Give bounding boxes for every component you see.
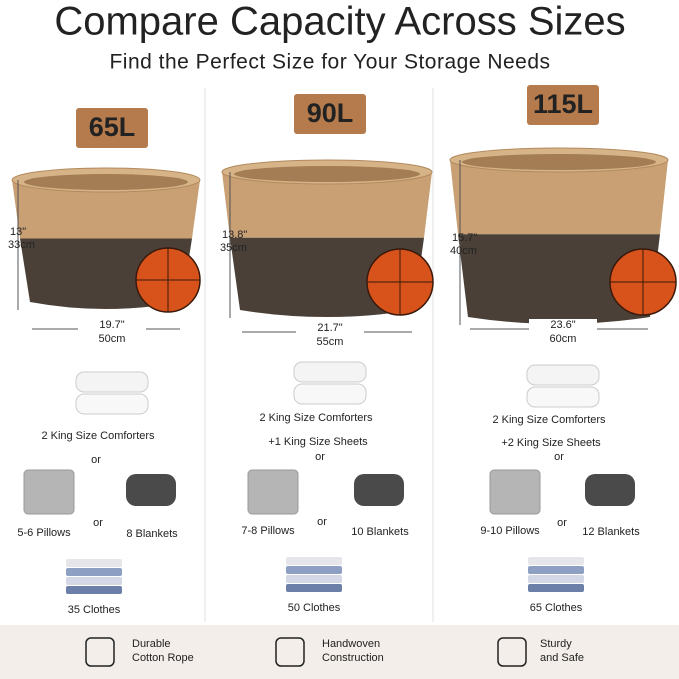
- basket-top: [450, 160, 668, 235]
- or-label: or: [317, 516, 327, 528]
- clothes-icon: [528, 566, 584, 574]
- clothes-icon: [286, 566, 342, 574]
- height-cm: 40cm: [450, 245, 477, 257]
- width-gap: [296, 322, 364, 348]
- blanket-icon: [585, 474, 635, 506]
- comforter-icon: [526, 364, 600, 386]
- size-badge: [294, 94, 366, 134]
- clothes-icon: [286, 575, 342, 583]
- basket-top: [12, 180, 200, 239]
- width-inch: 23.6": [550, 319, 575, 331]
- comforters-label: 2 King Size Comforters: [41, 430, 155, 442]
- width-cm: 50cm: [99, 333, 126, 345]
- feature-icon: [85, 637, 115, 667]
- clothes-icon: [528, 584, 584, 592]
- clothes-icon: [66, 559, 122, 567]
- or-label: or: [91, 454, 101, 466]
- comforters-label: 2 King Size Comforters: [259, 412, 373, 424]
- blankets-label: 12 Blankets: [582, 526, 640, 538]
- width-cm: 55cm: [317, 336, 344, 348]
- size-label: 90L: [307, 98, 354, 128]
- comforter-icon: [75, 371, 149, 393]
- ball-seam: [136, 248, 200, 312]
- basket-top: [222, 172, 432, 238]
- sheets-label: +2 King Size Sheets: [501, 437, 601, 449]
- feature-text: and Safe: [540, 652, 584, 664]
- clothes-label: 65 Clothes: [530, 602, 583, 614]
- height-inch: 13": [10, 226, 26, 238]
- comforter-icon: [526, 386, 600, 408]
- subtitle: Find the Perfect Size for Your Storage N…: [109, 51, 550, 74]
- feature-icon: [275, 637, 305, 667]
- clothes-label: 50 Clothes: [288, 602, 341, 614]
- feature-icon: [497, 637, 527, 667]
- blankets-label: 10 Blankets: [351, 526, 409, 538]
- clothes-icon: [66, 577, 122, 585]
- height-inch: 13.8": [222, 229, 247, 241]
- ball-seam: [367, 249, 433, 315]
- basket-inner: [24, 174, 188, 190]
- size-label: 115L: [533, 89, 593, 119]
- basket-inner: [234, 166, 420, 182]
- comforter-icon: [75, 393, 149, 415]
- height-cm: 33cm: [8, 239, 35, 251]
- or-label: or: [315, 451, 325, 463]
- clothes-icon: [66, 586, 122, 594]
- width-gap: [529, 319, 597, 345]
- pillow-icon: [489, 469, 541, 515]
- or-label: or: [93, 517, 103, 529]
- comforters-label: 2 King Size Comforters: [492, 414, 606, 426]
- ball-seam: [610, 249, 676, 315]
- width-cm: 60cm: [550, 333, 577, 345]
- height-cm: 35cm: [220, 242, 247, 254]
- feature-text: Construction: [322, 652, 384, 664]
- width-gap: [78, 319, 146, 345]
- basket-inner: [462, 154, 656, 170]
- clothes-icon: [286, 584, 342, 592]
- clothes-icon: [66, 568, 122, 576]
- pillows-label: 5-6 Pillows: [17, 527, 71, 539]
- pillow-icon: [23, 469, 75, 515]
- width-inch: 21.7": [317, 322, 342, 334]
- clothes-icon: [286, 557, 342, 565]
- height-inch: 15.7": [452, 232, 477, 244]
- blanket-icon: [354, 474, 404, 506]
- or-label: or: [557, 517, 567, 529]
- title: Compare Capacity Across Sizes: [54, 0, 625, 44]
- width-inch: 19.7": [99, 319, 124, 331]
- clothes-icon: [528, 575, 584, 583]
- pillow-icon: [247, 469, 299, 515]
- basket-bottom: [458, 234, 660, 324]
- feature-band: [0, 625, 679, 679]
- or-label: or: [554, 451, 564, 463]
- size-badge: [76, 108, 148, 148]
- size-badge: [527, 85, 599, 125]
- feature-text: Handwoven: [322, 638, 380, 650]
- feature-text: Sturdy: [540, 638, 572, 650]
- comforter-icon: [293, 383, 367, 405]
- blankets-label: 8 Blankets: [126, 528, 178, 540]
- feature-text: Cotton Rope: [132, 652, 194, 664]
- clothes-label: 35 Clothes: [68, 604, 121, 616]
- blanket-icon: [126, 474, 176, 506]
- comforter-icon: [293, 361, 367, 383]
- pillows-label: 7-8 Pillows: [241, 525, 295, 537]
- clothes-icon: [528, 557, 584, 565]
- feature-text: Durable: [132, 638, 171, 650]
- size-label: 65L: [89, 112, 136, 142]
- pillows-label: 9-10 Pillows: [480, 525, 540, 537]
- sheets-label: +1 King Size Sheets: [268, 436, 368, 448]
